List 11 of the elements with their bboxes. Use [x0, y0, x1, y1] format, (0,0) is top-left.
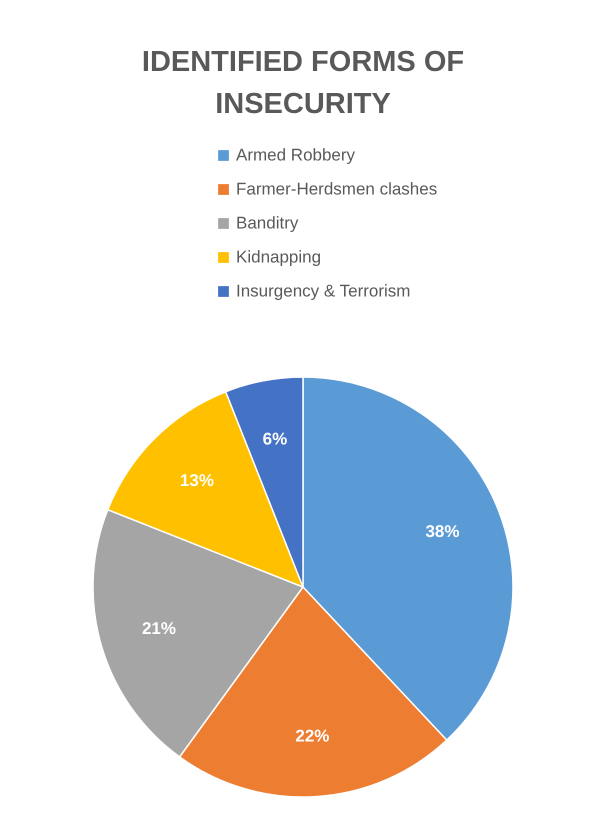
legend-label: Banditry [236, 214, 299, 232]
data-label: 6% [262, 430, 288, 449]
legend-label: Farmer-Herdsmen clashes [236, 180, 438, 198]
chart-title: IDENTIFIED FORMS OF INSECURITY [142, 46, 464, 120]
legend-label: Insurgency & Terrorism [236, 282, 410, 300]
data-label: 13% [180, 470, 214, 490]
data-label: 21% [142, 618, 176, 638]
data-label: 38% [425, 522, 460, 541]
legend-label: Kidnapping [236, 248, 322, 266]
legend-label: Armed Robbery [236, 146, 356, 164]
data-label: 22% [295, 726, 330, 746]
